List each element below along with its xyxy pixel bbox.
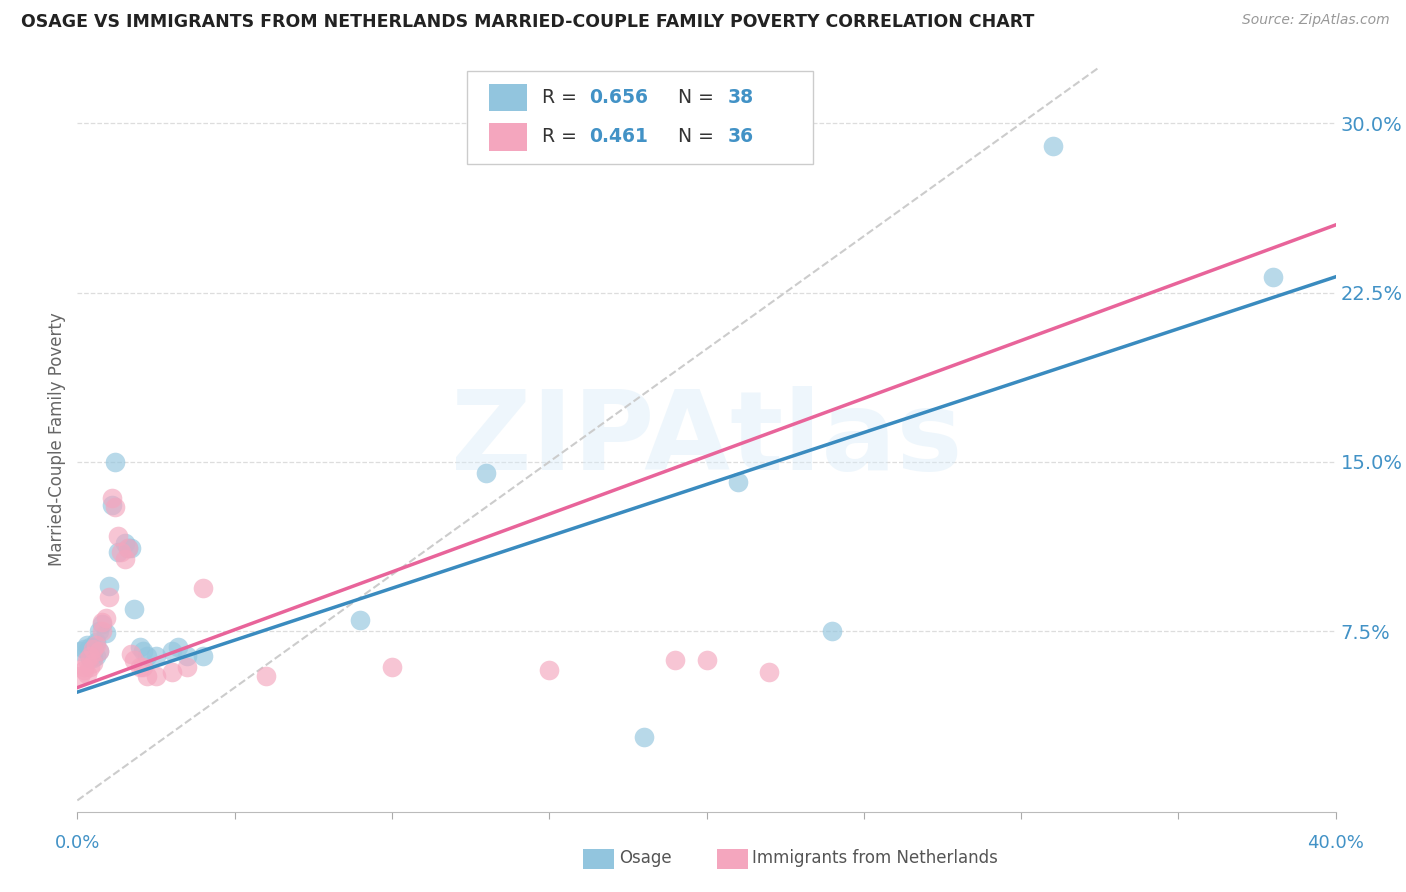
Point bbox=[79, 648, 101, 663]
Text: R =: R = bbox=[541, 128, 582, 146]
Point bbox=[135, 648, 157, 663]
Point bbox=[104, 455, 127, 469]
Point bbox=[82, 640, 104, 654]
Point bbox=[129, 640, 152, 654]
Point bbox=[82, 642, 104, 657]
Point bbox=[72, 642, 94, 657]
Text: 38: 38 bbox=[728, 88, 754, 107]
Point bbox=[69, 644, 91, 658]
Point bbox=[84, 638, 107, 652]
Point bbox=[97, 591, 120, 605]
Point bbox=[538, 663, 561, 677]
Point bbox=[160, 665, 183, 679]
Point bbox=[101, 498, 124, 512]
Text: Osage: Osage bbox=[619, 849, 671, 867]
Point bbox=[82, 644, 104, 658]
Text: Source: ZipAtlas.com: Source: ZipAtlas.com bbox=[1241, 13, 1389, 28]
Point bbox=[91, 624, 114, 639]
Point bbox=[117, 541, 139, 555]
Point bbox=[821, 624, 844, 639]
Point bbox=[94, 610, 117, 624]
Point bbox=[475, 466, 498, 480]
Point bbox=[349, 613, 371, 627]
Point bbox=[82, 651, 104, 665]
Point bbox=[664, 653, 686, 667]
Bar bbox=[489, 84, 527, 112]
Point bbox=[167, 640, 190, 654]
Point bbox=[696, 653, 718, 667]
Point bbox=[101, 491, 124, 505]
Text: Immigrants from Netherlands: Immigrants from Netherlands bbox=[752, 849, 998, 867]
Point bbox=[76, 644, 98, 658]
Point bbox=[254, 669, 277, 683]
Point bbox=[72, 663, 94, 677]
Point bbox=[76, 653, 98, 667]
FancyBboxPatch shape bbox=[467, 70, 814, 164]
Point bbox=[381, 660, 404, 674]
Point bbox=[758, 665, 780, 679]
Point bbox=[89, 644, 111, 658]
Point bbox=[1261, 269, 1284, 284]
Y-axis label: Married-Couple Family Poverty: Married-Couple Family Poverty bbox=[48, 312, 66, 566]
Point bbox=[84, 648, 107, 663]
Point bbox=[89, 644, 111, 658]
Point bbox=[727, 475, 749, 490]
Point bbox=[145, 648, 167, 663]
Point bbox=[107, 529, 129, 543]
Point bbox=[176, 648, 198, 663]
Point bbox=[104, 500, 127, 514]
Point bbox=[79, 640, 101, 654]
Point bbox=[91, 617, 114, 632]
Point bbox=[82, 656, 104, 670]
Point bbox=[79, 651, 101, 665]
Point bbox=[114, 552, 136, 566]
Point bbox=[89, 624, 111, 639]
Text: 0.0%: 0.0% bbox=[55, 834, 100, 852]
Point bbox=[76, 638, 98, 652]
Point bbox=[129, 660, 152, 674]
Text: 0.461: 0.461 bbox=[589, 128, 648, 146]
Point bbox=[120, 647, 142, 661]
Text: N =: N = bbox=[678, 88, 720, 107]
Text: OSAGE VS IMMIGRANTS FROM NETHERLANDS MARRIED-COUPLE FAMILY POVERTY CORRELATION C: OSAGE VS IMMIGRANTS FROM NETHERLANDS MAR… bbox=[21, 13, 1035, 31]
Point bbox=[91, 615, 114, 629]
Point bbox=[132, 660, 155, 674]
Point bbox=[176, 660, 198, 674]
Point bbox=[633, 730, 655, 744]
Point bbox=[110, 545, 132, 559]
Point bbox=[145, 669, 167, 683]
Point bbox=[135, 669, 157, 683]
Point bbox=[97, 579, 120, 593]
Text: ZIPAtlas: ZIPAtlas bbox=[451, 386, 962, 492]
Point bbox=[76, 667, 98, 681]
Point bbox=[84, 635, 107, 649]
Point bbox=[79, 660, 101, 674]
Point bbox=[160, 644, 183, 658]
Text: R =: R = bbox=[541, 88, 582, 107]
Text: 0.656: 0.656 bbox=[589, 88, 648, 107]
Point bbox=[114, 536, 136, 550]
Point bbox=[191, 582, 215, 596]
Point bbox=[69, 669, 91, 683]
Point bbox=[120, 541, 142, 555]
Point bbox=[132, 644, 155, 658]
Text: 36: 36 bbox=[728, 128, 754, 146]
Point bbox=[1042, 139, 1064, 153]
Text: 40.0%: 40.0% bbox=[1308, 834, 1364, 852]
Point bbox=[117, 541, 139, 555]
Point bbox=[94, 626, 117, 640]
Point bbox=[107, 545, 129, 559]
Point bbox=[191, 648, 215, 663]
Bar bbox=[489, 123, 527, 151]
Point bbox=[122, 653, 145, 667]
Point bbox=[122, 601, 145, 615]
Text: N =: N = bbox=[678, 128, 720, 146]
Point bbox=[72, 660, 94, 674]
